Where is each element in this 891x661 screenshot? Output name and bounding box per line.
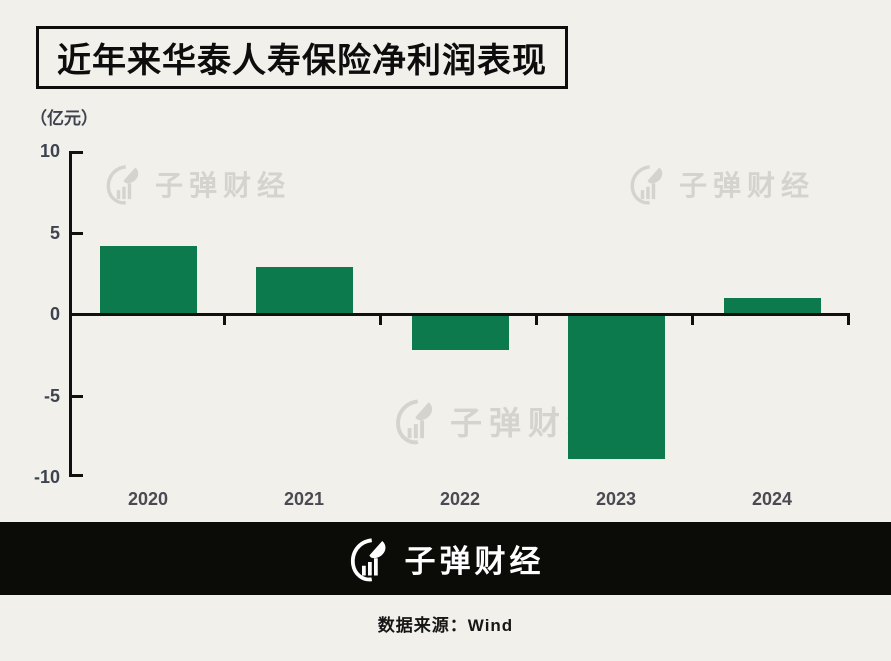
rocket-logo-icon (627, 162, 671, 206)
y-tick-5 (70, 231, 83, 235)
unit-label: （亿元） (30, 109, 98, 128)
y-tick-0 (70, 313, 83, 316)
bar-2024 (723, 297, 821, 314)
rocket-logo-icon (103, 162, 147, 206)
y-tick-label-5: 5 (49, 222, 60, 243)
bar-chart: 10 5 0 -5 -10 2020 2021 2022 2023 2024 (34, 141, 850, 509)
x-boundary-tick-4 (691, 314, 694, 325)
x-label-2020: 2020 (127, 489, 169, 509)
rocket-logo-icon (392, 396, 442, 446)
bar-2023 (567, 314, 665, 460)
x-label-2023: 2023 (595, 489, 637, 509)
chart-title: 近年来华泰人寿保险净利润表现 (36, 26, 568, 89)
watermark-text: 子弹财经 (679, 170, 816, 201)
y-tick-label-10: 10 (39, 141, 60, 161)
watermark-top-left: 子弹财经 (103, 162, 291, 206)
x-label-2024: 2024 (751, 489, 793, 509)
y-tick-label-0: 0 (49, 304, 60, 324)
bar-2021 (255, 266, 353, 314)
y-tick--10 (70, 474, 83, 477)
x-label-2021: 2021 (283, 489, 325, 509)
x-axis-zero-line (70, 313, 850, 316)
x-boundary-tick-2 (379, 314, 382, 325)
footer-brand-bar: 子弹财经 (0, 522, 891, 595)
x-label-2022: 2022 (439, 489, 481, 509)
y-tick--5 (70, 394, 83, 398)
y-tick-label--5: -5 (43, 385, 60, 406)
x-boundary-tick-1 (223, 314, 226, 325)
watermark-top-right: 子弹财经 (627, 162, 815, 206)
bar-2022 (411, 314, 509, 350)
rocket-logo-icon (347, 535, 395, 583)
x-boundary-tick-5 (847, 314, 850, 325)
y-tick-label--10: -10 (33, 467, 60, 487)
footer-brand-text: 子弹财经 (404, 544, 545, 579)
bar-2020 (99, 245, 197, 314)
x-boundary-tick-3 (535, 314, 538, 325)
watermark-text: 子弹财经 (155, 170, 292, 201)
data-source-text: 数据来源：Wind (377, 616, 514, 635)
y-tick-10 (70, 151, 83, 154)
